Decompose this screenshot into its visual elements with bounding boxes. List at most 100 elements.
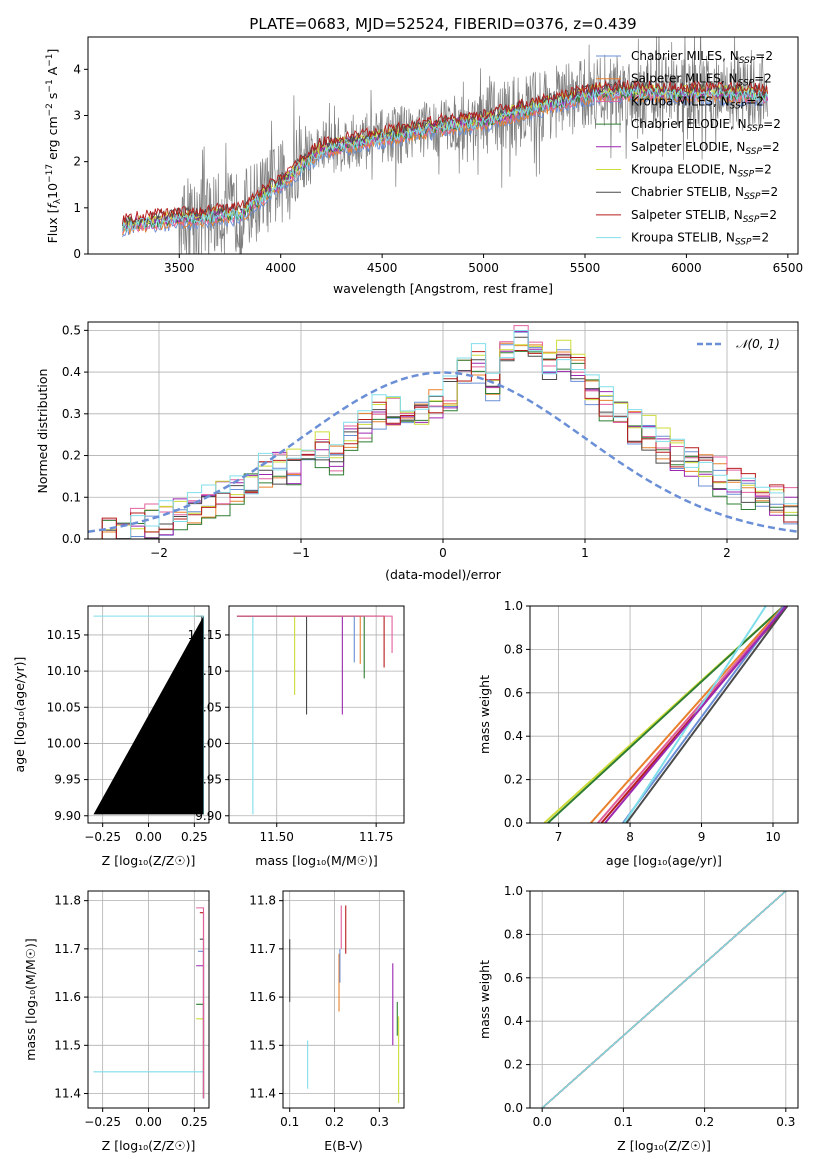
age-Z-ylabel: age [log₁₀(age/yr)] (12, 657, 27, 773)
spectrum-legend: Chabrier MILES, NSSP=2 Salpeter MILES, NS… (596, 49, 781, 248)
gaussian-curve (88, 371, 798, 533)
ticks: −0.25 0.00 0.25 11.4 11.5 11.6 11.7 11.8 (54, 894, 207, 1129)
age-Z-y-tick-label: 10.00 (47, 736, 81, 750)
residuals-histograms (88, 325, 798, 539)
age-mass-y-tick-label: 10.10 (188, 664, 222, 678)
age-mass-y-tick-label: 10.15 (188, 628, 222, 642)
age-Z-y-tick-label: 10.10 (47, 664, 81, 678)
frame (529, 605, 799, 824)
frame (529, 890, 799, 1109)
model-line-salpeter-stelib (122, 79, 769, 225)
mass-EBV-y-tick-label: 11.8 (249, 894, 276, 908)
age-Z-x-tick-label: 0.25 (181, 830, 208, 844)
mass-Z-x-tick-label: 0.00 (135, 1115, 162, 1129)
marks (236, 615, 393, 815)
massweight-age-x-tick-label: 8 (626, 830, 634, 844)
massweight-Z-y-tick-label: 0.0 (504, 1101, 523, 1115)
age-mass-x-tick-label: 11.50 (260, 830, 294, 844)
spectrum-y-tick-label: 4 (73, 62, 81, 76)
mass-Z-y-tick-label: 11.6 (54, 990, 81, 1004)
mass-EBV-x-tick-label: 0.1 (280, 1115, 299, 1129)
massweight-age-xlabel: age [log₁₀(age/yr)] (606, 853, 722, 868)
frame (282, 890, 405, 1109)
massweight-vs-metallicity-panel: 0.0 0.1 0.2 0.3 0.0 0.2 0.4 0.6 0.8 1.0 Z [log₁₀(Z… (477, 884, 799, 1153)
mass-weight-line-salpeter-elodie (604, 606, 787, 823)
residuals-y-tick-label: 0.2 (62, 449, 81, 463)
grid (283, 891, 404, 1108)
mass-weight-line-chabrier-stelib (625, 606, 789, 823)
spectrum-x-tick-label: 5500 (570, 261, 601, 275)
step-line-kroupa-elodie (196, 1018, 205, 1099)
model-line-kroupa-elodie (122, 82, 769, 228)
step-line-kroupa-elodie (236, 615, 296, 695)
age-Z-y-tick-label: 9.90 (54, 809, 81, 823)
mass-EBV-y-tick-label: 11.7 (249, 942, 276, 956)
step-line-chabrier-miles (198, 950, 205, 1099)
spectrum-frame (87, 36, 799, 255)
residuals-grid (88, 322, 798, 540)
massweight-age-y-tick-label: 1.0 (504, 599, 523, 613)
residuals-x-tick-label: −2 (150, 546, 168, 560)
residuals-ylabel: Normed distribution (35, 369, 50, 494)
marks (93, 907, 205, 1099)
age-vs-metallicity-panel: −0.25 0.00 0.25 9.90 9.95 10.00 10.05 10.10 10.1… (12, 605, 210, 868)
ticks: 0.1 0.2 0.3 11.4 11.5 11.6 11.7 11.8 (249, 894, 389, 1129)
grid (88, 891, 209, 1108)
mass-Z-x-tick-label: −0.25 (84, 1115, 121, 1129)
massweight-age-x-tick-label: 9 (698, 830, 706, 844)
spectrum-x-tick-label: 6000 (671, 261, 702, 275)
age-Z-y-tick-label: 10.15 (47, 628, 81, 642)
spectrum-xlabel: wavelength [Angstrom, rest frame] (333, 281, 553, 296)
spectrum-legend-label: Salpeter ELODIE, NSSP=2 (631, 140, 780, 157)
age-mass-y-tick-label: 9.90 (195, 809, 222, 823)
spectrum-legend-label: Salpeter STELIB, NSSP=2 (631, 208, 777, 225)
mass-weight-line-kroupa-miles (597, 606, 786, 823)
step-line-salpeter-stelib (236, 615, 385, 668)
step-line-chabrier-miles (236, 615, 355, 663)
step-line-kroupa-miles (196, 907, 205, 1099)
spectrum-legend-label: Chabrier STELIB, NSSP=2 (631, 185, 778, 202)
massweight-Z-x-tick-label: 0.1 (614, 1115, 633, 1129)
residuals-y-tick-label: 0.3 (62, 407, 81, 421)
spectrum-legend-label: Kroupa MILES, NSSP=2 (631, 94, 764, 111)
marks (543, 606, 789, 823)
step-line-chabrier-stelib (236, 615, 308, 715)
spectrum-x-tick-label: 5000 (468, 261, 499, 275)
massweight-age-y-tick-label: 0.8 (504, 642, 523, 656)
residuals-x-tick-label: 2 (723, 546, 731, 560)
residuals-y-tick-label: 0.4 (62, 365, 81, 379)
spectrum-y-tick-label: 0 (73, 247, 81, 261)
mass-EBV-x-tick-label: 0.2 (325, 1115, 344, 1129)
grid (229, 606, 404, 823)
mass-Z-y-tick-label: 11.7 (54, 942, 81, 956)
massweight-Z-y-tick-label: 0.8 (504, 927, 523, 941)
mass-EBV-y-tick-label: 11.4 (249, 1087, 276, 1101)
age-Z-x-tick-label: 0.00 (135, 830, 162, 844)
marks (93, 615, 205, 815)
massweight-age-ylabel: mass weight (477, 675, 492, 754)
mass-EBV-y-tick-label: 11.6 (249, 990, 276, 1004)
ticks: 11.50 11.75 9.90 9.95 10.00 10.05 10.10 10.15 (188, 628, 394, 844)
residuals-ticks: −2 −1 0 1 2 0.0 0.1 0.2 0.3 0.4 0.5 (62, 323, 731, 560)
spectrum-plot-area (122, 37, 769, 254)
mass-Z-y-tick-label: 11.5 (54, 1038, 81, 1052)
step-line-salpeter-miles (236, 615, 361, 664)
massweight-age-x-tick-label: 10 (765, 830, 780, 844)
age-mass-y-tick-label: 9.95 (195, 773, 222, 787)
spectrum-y-tick-label: 1 (73, 201, 81, 215)
massweight-Z-x-tick-label: 0.3 (776, 1115, 795, 1129)
massweight-age-y-tick-label: 0.2 (504, 773, 523, 787)
age-mass-y-tick-label: 10.05 (188, 700, 222, 714)
massweight-vs-age-panel: 7 8 9 10 0.0 0.2 0.4 0.6 0.8 1.0 age [log₁₀(age/yr… (477, 599, 799, 868)
age-mass-xlabel: mass [log₁₀(M/M☉)] (255, 853, 377, 868)
kroupa-stelib-step (93, 616, 204, 815)
spectrum-legend-label: Salpeter MILES, NSSP=2 (631, 72, 772, 89)
age-mass-y-tick-label: 10.00 (188, 736, 222, 750)
mass-Z-ylabel: mass [log₁₀(M/M☉)] (23, 938, 38, 1060)
mass-Z-y-tick-label: 11.8 (54, 894, 81, 908)
spectrum-legend-label: Kroupa STELIB, NSSP=2 (631, 231, 769, 248)
residuals-panel: −2 −1 0 1 2 0.0 0.1 0.2 0.3 0.4 0.5 (data-model)/e… (35, 321, 799, 582)
residuals-x-tick-label: 1 (581, 546, 589, 560)
residuals-x-tick-label: −1 (292, 546, 310, 560)
